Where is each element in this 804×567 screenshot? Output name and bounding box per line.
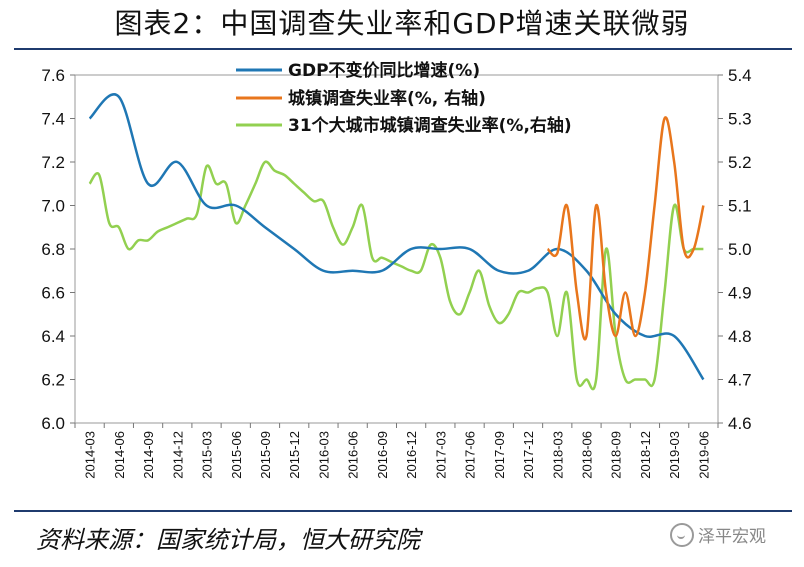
right-tick-label: 4.8 bbox=[728, 327, 752, 346]
x-tick-label: 2014-06 bbox=[112, 431, 127, 479]
x-tick-label: 2016-09 bbox=[375, 431, 390, 479]
x-tick-label: 2018-09 bbox=[609, 431, 624, 479]
x-tick-label: 2018-06 bbox=[579, 431, 594, 479]
x-tick-label: 2019-03 bbox=[667, 431, 682, 479]
legend-label-2: 31个大城市城镇调查失业率(%,右轴) bbox=[288, 115, 572, 136]
left-tick-label: 6.8 bbox=[41, 240, 65, 259]
x-tick-label: 2017-12 bbox=[521, 431, 536, 479]
x-tick-label: 2019-06 bbox=[696, 431, 711, 479]
left-tick-label: 7.2 bbox=[41, 153, 65, 172]
right-tick-label: 5.2 bbox=[728, 153, 752, 172]
series-line-1 bbox=[546, 116, 705, 341]
x-tick-label: 2017-03 bbox=[433, 431, 448, 479]
left-tick-label: 6.6 bbox=[41, 284, 65, 303]
x-tick-label: 2016-03 bbox=[316, 431, 331, 479]
right-tick-label: 4.6 bbox=[728, 414, 752, 433]
x-tick-label: 2016-12 bbox=[404, 431, 419, 479]
watermark-text: 泽平宏观 bbox=[698, 527, 766, 547]
x-tick-label: 2015-06 bbox=[229, 431, 244, 479]
line-chart: 6.0 6.2 6.4 6.6 6.8 7.0 7.2 7.4 7.6 4.6 4.7 4.8 4.9 5… bbox=[41, 60, 752, 479]
x-tick-label: 2015-03 bbox=[200, 431, 215, 479]
legend-label-0: GDP不变价同比增速(%) bbox=[288, 60, 480, 81]
right-tick-label: 5.3 bbox=[728, 110, 752, 129]
x-tick-label: 2015-09 bbox=[258, 431, 273, 479]
legend-label-1: 城镇调查失业率(%, 右轴) bbox=[288, 88, 486, 109]
right-tick-label: 5.4 bbox=[728, 66, 752, 85]
series-line-2 bbox=[88, 160, 704, 391]
x-tick-label: 2017-06 bbox=[463, 431, 478, 479]
x-tick-label: 2016-06 bbox=[346, 431, 361, 479]
left-tick-label: 6.0 bbox=[41, 414, 65, 433]
right-tick-label: 5.1 bbox=[728, 197, 752, 216]
x-tick-label: 2015-12 bbox=[287, 431, 302, 479]
right-tick-label: 5.0 bbox=[728, 240, 752, 259]
x-tick-label: 2014-03 bbox=[83, 431, 98, 479]
series-line-0 bbox=[88, 93, 705, 381]
x-tick-label: 2014-12 bbox=[170, 431, 185, 479]
source-note: 资料来源：国家统计局，恒大研究院 bbox=[36, 526, 420, 554]
left-tick-label: 7.0 bbox=[41, 197, 65, 216]
x-tick-label: 2018-03 bbox=[550, 431, 565, 479]
watermark: 泽平宏观 bbox=[670, 522, 766, 547]
left-tick-label: 6.2 bbox=[41, 371, 65, 390]
left-tick-label: 7.4 bbox=[41, 110, 65, 129]
x-tick-label: 2017-09 bbox=[492, 431, 507, 479]
x-tick-label: 2014-09 bbox=[141, 431, 156, 479]
wechat-icon bbox=[670, 522, 694, 547]
left-tick-label: 6.4 bbox=[41, 327, 65, 346]
left-tick-label: 7.6 bbox=[41, 66, 65, 85]
title-divider bbox=[14, 48, 792, 50]
right-tick-label: 4.7 bbox=[728, 371, 752, 390]
right-tick-label: 4.9 bbox=[728, 284, 752, 303]
source-divider bbox=[14, 510, 792, 512]
chart-title: 图表2：中国调查失业率和GDP增速关联微弱 bbox=[114, 7, 690, 40]
x-tick-label: 2018-12 bbox=[638, 431, 653, 479]
